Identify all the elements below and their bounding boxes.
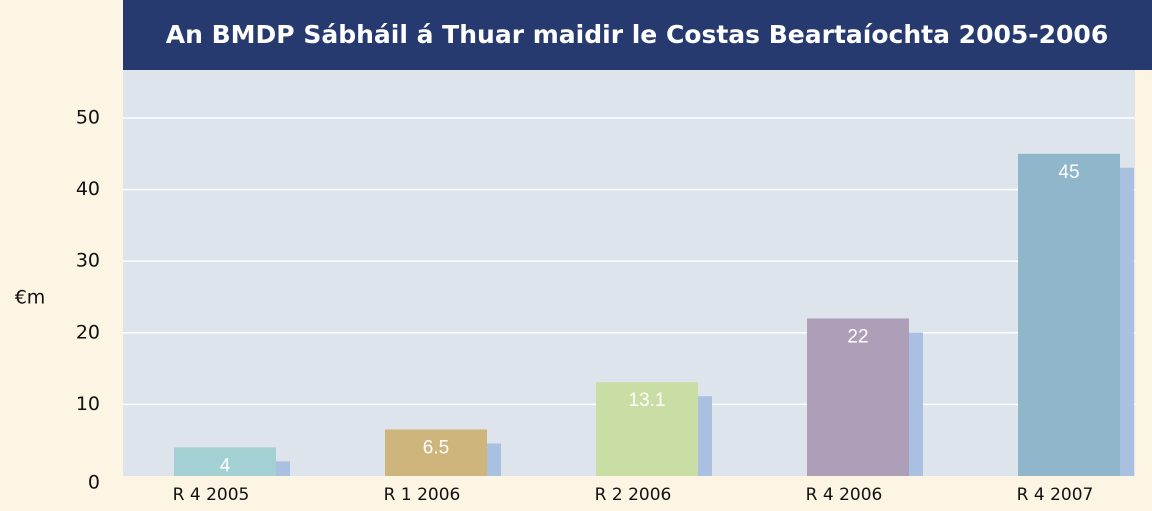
y-tick-label: 50 xyxy=(76,107,100,129)
bar-shadow xyxy=(276,461,290,476)
bar xyxy=(385,429,487,476)
bar-shadow xyxy=(487,443,501,476)
x-tick-label: R 4 2007 xyxy=(1017,485,1094,505)
x-tick-label: R 2 2006 xyxy=(595,485,672,505)
bar-shadow xyxy=(698,396,712,476)
bar xyxy=(807,318,909,476)
value-label: 4 xyxy=(220,455,231,476)
y-tick-label: 20 xyxy=(76,321,100,343)
y-tick-label: 10 xyxy=(76,393,100,415)
value-label: 45 xyxy=(1058,162,1079,183)
bar xyxy=(596,382,698,476)
x-tick-label: R 4 2006 xyxy=(806,485,883,505)
y-tick-label: 0 xyxy=(88,472,100,494)
x-tick-label: R 4 2005 xyxy=(173,485,250,505)
y-axis-label: €m xyxy=(15,287,46,309)
bar-shadow xyxy=(1120,167,1134,477)
bar xyxy=(174,447,276,476)
value-label: 6.5 xyxy=(423,437,449,458)
y-tick-label: 40 xyxy=(76,178,100,200)
chart-title: An BMDP Sábháil á Thuar maidir le Costas… xyxy=(166,20,1108,49)
bar xyxy=(1018,153,1120,477)
bar-shadow xyxy=(909,332,923,476)
y-tick-label: 30 xyxy=(76,250,100,272)
value-label: 22 xyxy=(847,326,868,347)
x-tick-label: R 1 2006 xyxy=(384,485,461,505)
title-banner xyxy=(123,0,1152,70)
value-label: 13.1 xyxy=(629,390,666,411)
